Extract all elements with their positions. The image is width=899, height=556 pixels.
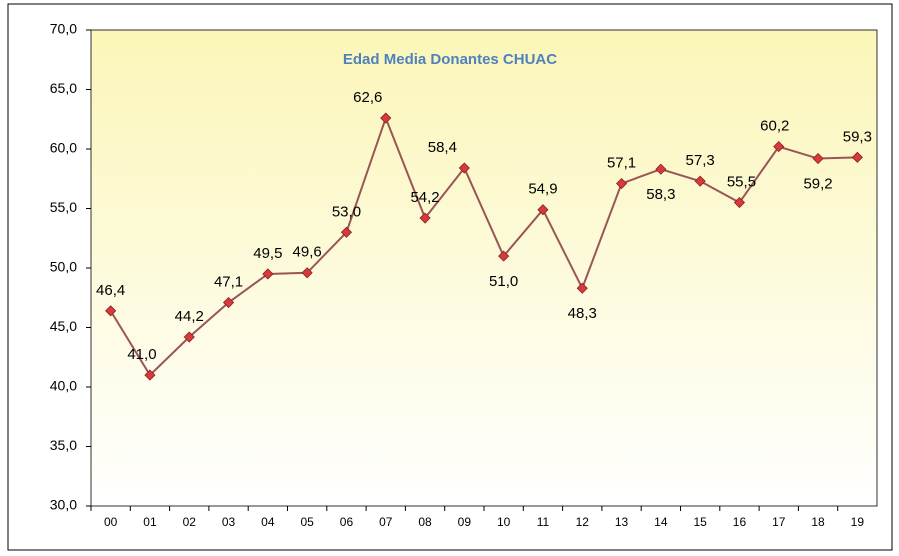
x-tick-label: 04 <box>261 515 275 529</box>
marker <box>498 250 510 262</box>
y-tick-label: 45,0 <box>50 318 77 334</box>
x-tick-label: 02 <box>183 515 197 529</box>
marker <box>458 162 470 174</box>
marker <box>851 151 863 163</box>
y-tick-label: 70,0 <box>50 21 77 37</box>
x-tick-label: 08 <box>418 515 432 529</box>
data-label: 59,2 <box>803 175 832 192</box>
data-label: 54,9 <box>528 181 557 198</box>
marker <box>419 212 431 224</box>
y-tick-label: 35,0 <box>50 437 77 453</box>
y-tick-label: 65,0 <box>50 80 77 96</box>
x-tick-label: 13 <box>615 515 629 529</box>
data-label: 58,4 <box>428 139 457 156</box>
marker <box>183 331 195 343</box>
data-label: 41,0 <box>127 346 156 363</box>
data-label: 57,3 <box>686 152 715 169</box>
x-tick-label: 07 <box>379 515 393 529</box>
data-label: 59,3 <box>843 128 872 145</box>
x-tick-label: 11 <box>537 515 550 529</box>
data-label: 53,0 <box>332 203 361 220</box>
x-tick-label: 10 <box>497 515 511 529</box>
marker <box>262 268 274 280</box>
data-label: 47,1 <box>214 273 243 290</box>
x-tick-label: 14 <box>654 515 668 529</box>
x-tick-label: 12 <box>576 515 590 529</box>
marker <box>144 369 156 381</box>
chart-title: Edad Media Donantes CHUAC <box>343 51 557 68</box>
x-tick-label: 05 <box>300 515 314 529</box>
marker <box>615 177 628 190</box>
marker <box>733 196 746 209</box>
x-tick-label: 06 <box>340 515 354 529</box>
y-tick-label: 40,0 <box>50 378 77 394</box>
marker <box>576 282 588 294</box>
data-label: 55,5 <box>727 174 756 191</box>
marker <box>773 141 785 153</box>
y-tick-label: 50,0 <box>50 259 77 275</box>
marker <box>301 267 313 279</box>
marker <box>812 152 824 165</box>
x-tick-label: 16 <box>733 515 747 529</box>
data-label: 44,2 <box>175 308 204 325</box>
y-tick-label: 60,0 <box>50 140 77 156</box>
plot-area <box>90 29 878 507</box>
x-tick-label: 03 <box>222 515 236 529</box>
data-label: 60,2 <box>760 118 789 135</box>
marker <box>380 112 392 124</box>
data-label: 62,6 <box>353 89 382 106</box>
x-tick-label: 19 <box>851 515 865 529</box>
x-tick-label: 01 <box>143 515 157 529</box>
x-tick-label: 00 <box>104 515 118 529</box>
data-label: 48,3 <box>568 305 597 322</box>
data-label: 57,1 <box>607 154 636 171</box>
data-label: 46,4 <box>96 282 125 299</box>
data-label: 49,5 <box>253 245 282 262</box>
data-label: 54,2 <box>410 189 439 206</box>
marker <box>655 163 667 175</box>
marker <box>694 175 706 187</box>
y-tick-label: 55,0 <box>50 199 77 215</box>
marker <box>105 305 117 317</box>
data-label: 58,3 <box>646 186 675 203</box>
x-tick-label: 18 <box>811 515 825 529</box>
y-tick-label: 30,0 <box>50 497 77 513</box>
line <box>109 115 858 377</box>
x-tick-label: 15 <box>693 515 707 529</box>
marker <box>222 296 235 309</box>
marker <box>537 204 549 216</box>
data-label: 49,6 <box>293 244 322 261</box>
x-tick-label: 09 <box>458 515 472 529</box>
marker <box>340 226 353 238</box>
data-label: 51,0 <box>489 273 518 290</box>
x-tick-label: 17 <box>772 515 786 529</box>
